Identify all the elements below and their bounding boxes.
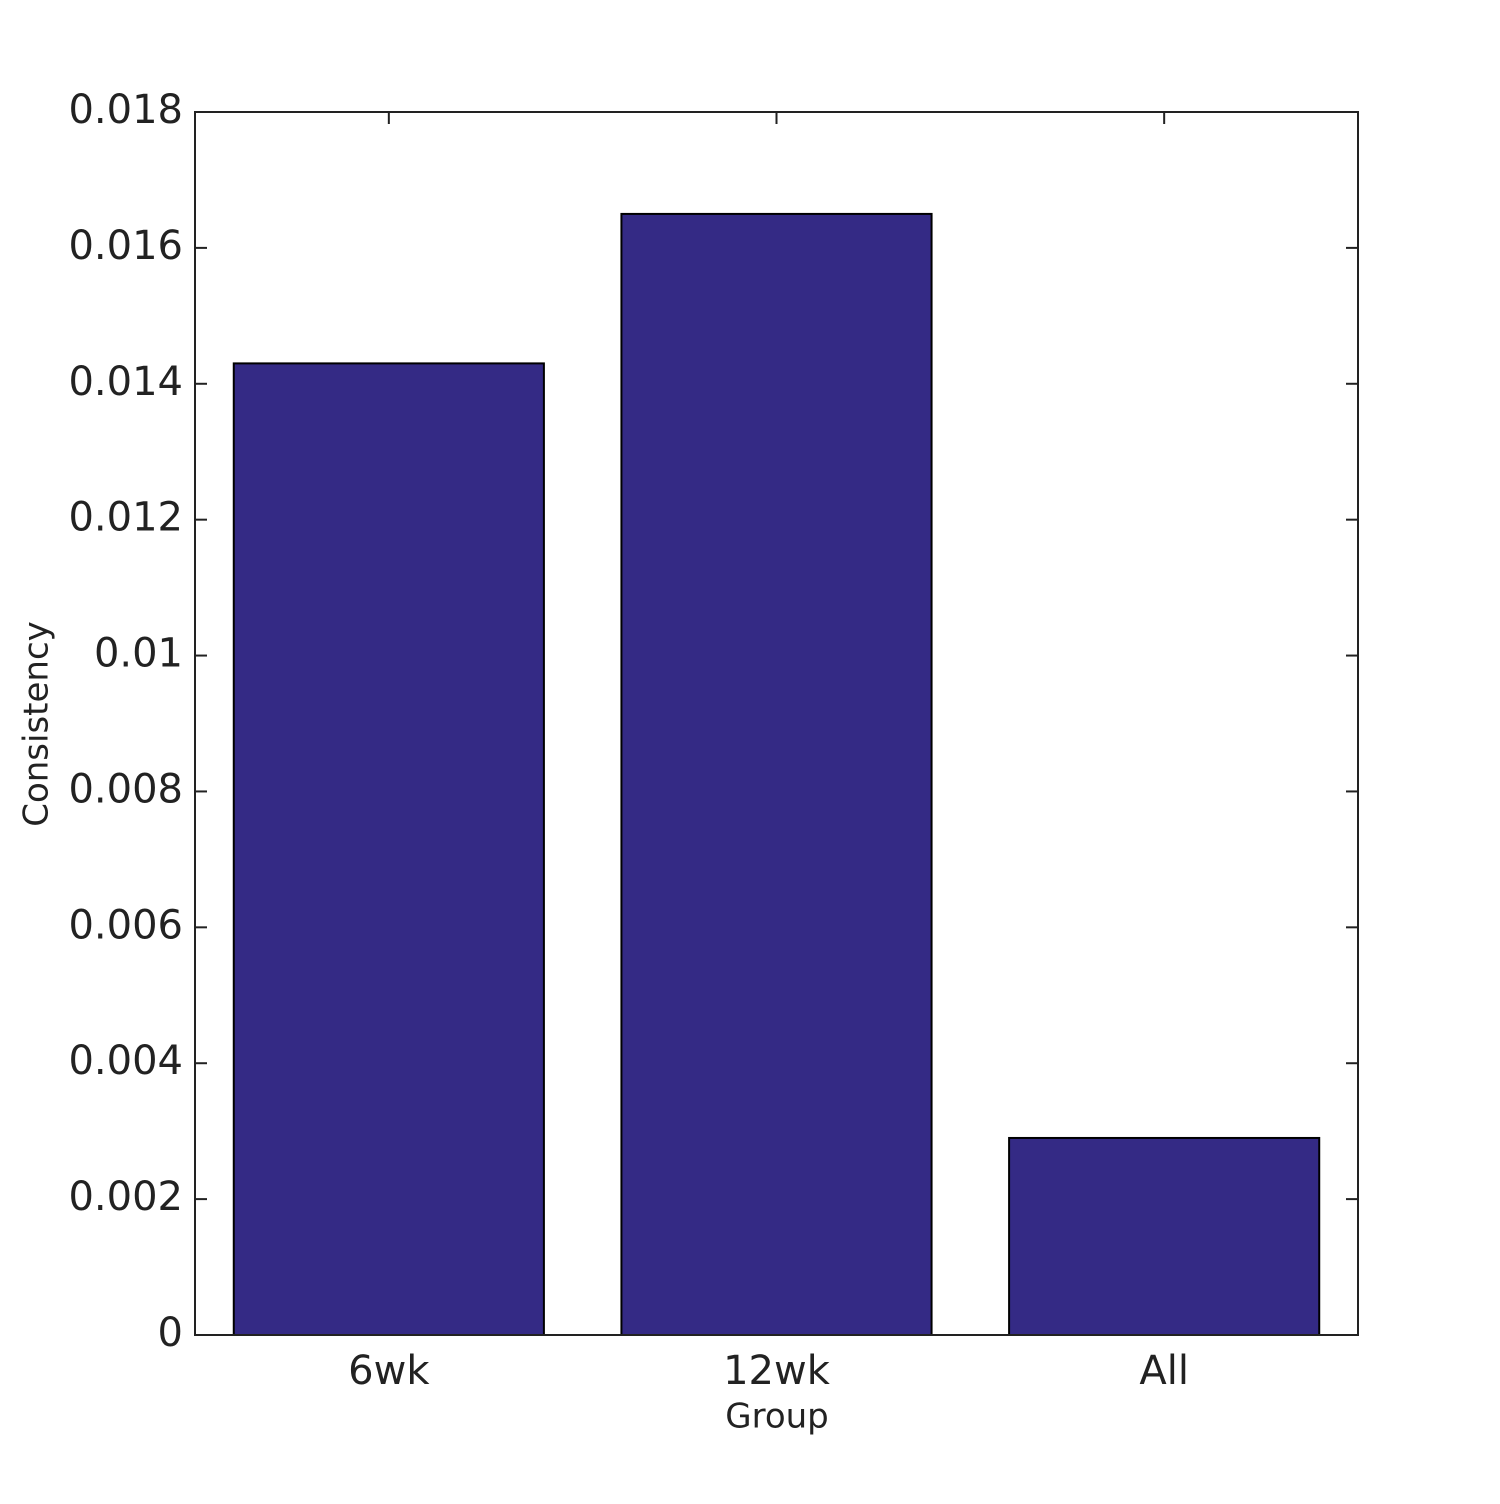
y-tick-label: 0.018: [68, 87, 183, 133]
x-tick-label: All: [1139, 1348, 1189, 1394]
y-tick-label: 0.006: [68, 902, 183, 948]
x-tick-label: 12wk: [723, 1348, 831, 1394]
bar: [1008, 1136, 1321, 1336]
y-tick-label: 0.016: [68, 223, 183, 269]
y-tick-label: 0.014: [68, 359, 183, 405]
y-tick-label: 0: [158, 1310, 183, 1356]
plot-frame: [194, 111, 1359, 1336]
y-tick-label: 0.01: [94, 631, 183, 677]
y-tick-label: 0.008: [68, 766, 183, 812]
x-axis-label: Group: [725, 1397, 829, 1437]
bar: [620, 212, 933, 1337]
y-tick-label: 0.012: [68, 495, 183, 541]
y-tick-label: 0.004: [68, 1038, 183, 1084]
bar: [232, 362, 545, 1336]
y-axis-label: Consistency: [17, 621, 57, 827]
x-tick-label: 6wk: [348, 1348, 430, 1394]
y-tick-label: 0.002: [68, 1174, 183, 1220]
